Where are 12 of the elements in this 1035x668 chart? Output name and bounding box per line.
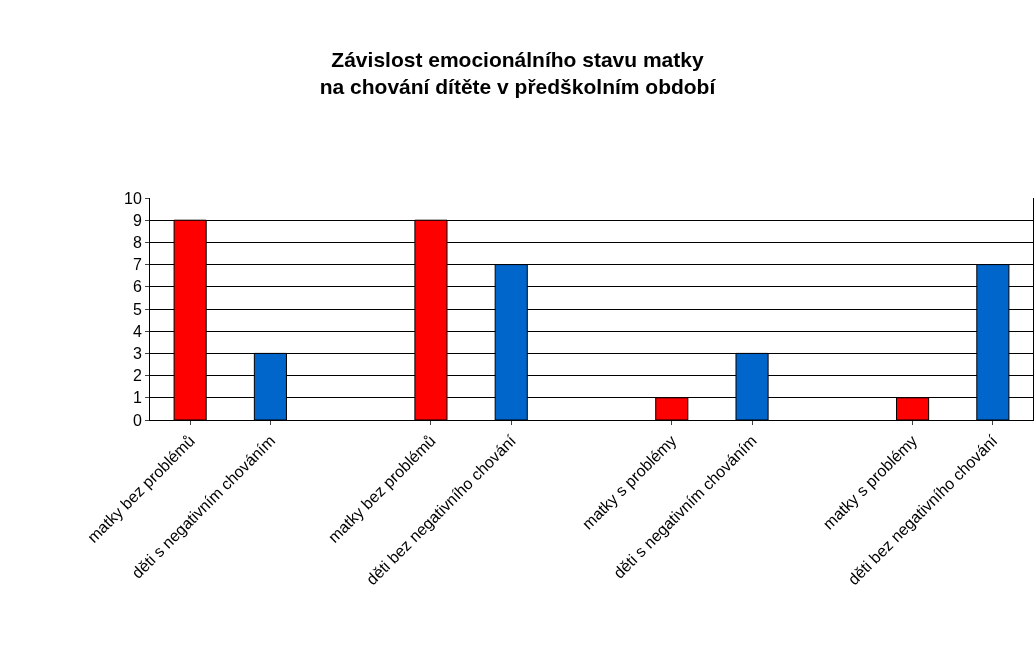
chart-title: Závislost emocionálního stavu matky na chování dítěte v předškolním období [319,47,717,99]
y-tick-label: 1 [132,389,142,407]
y-tick-label: 6 [132,278,142,296]
y-tick-label: 2 [132,367,142,385]
y-tick-label: 0 [132,411,142,429]
y-tick-label: 9 [132,211,142,229]
y-tick-label: 7 [132,256,142,274]
y-tick-label: 5 [132,300,142,318]
y-tick-label: 8 [132,234,142,251]
y-tick-label: 4 [132,322,142,340]
y-tick-label: 10 [124,189,142,207]
y-tick-label: 3 [132,345,142,362]
